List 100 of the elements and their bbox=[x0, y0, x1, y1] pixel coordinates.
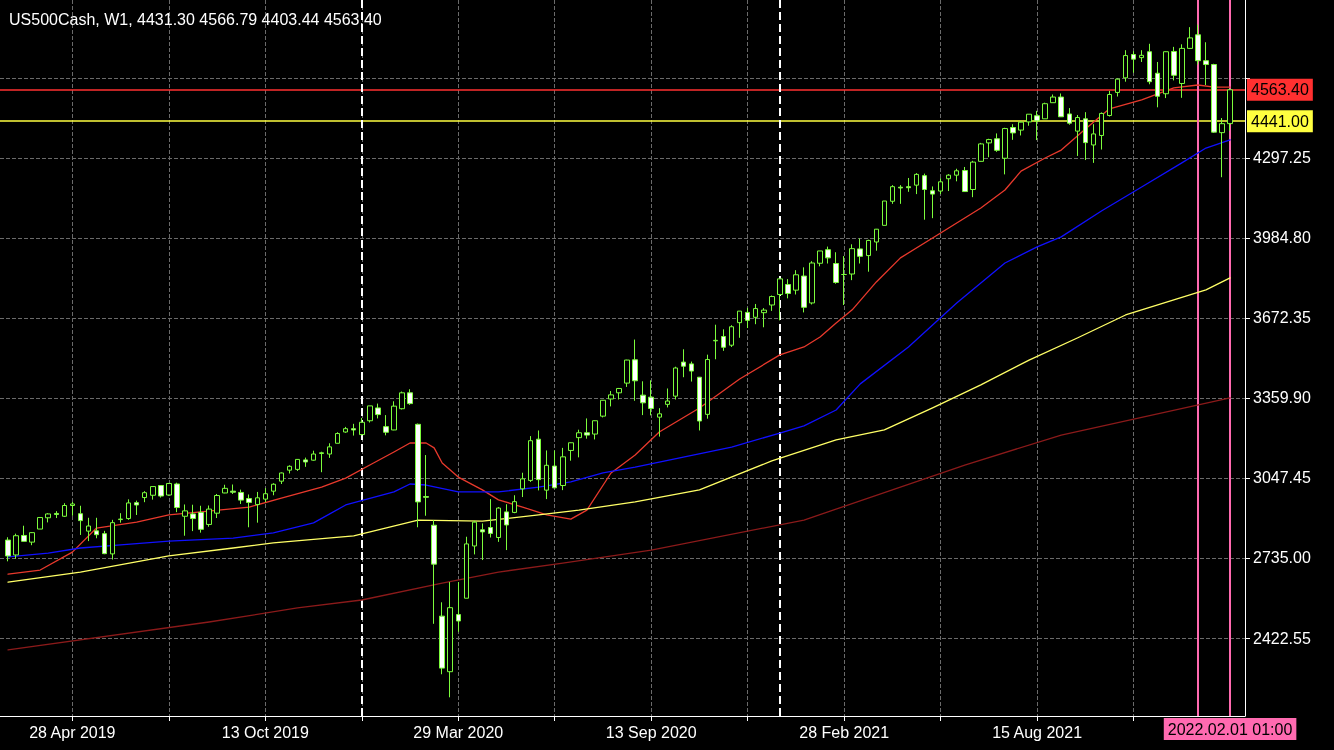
candlestick bbox=[206, 505, 212, 528]
y-tick-label: 2735.00 bbox=[1253, 549, 1311, 567]
candlestick bbox=[255, 491, 260, 524]
candlestick bbox=[624, 359, 630, 388]
candlestick bbox=[37, 517, 43, 530]
candlestick bbox=[1042, 102, 1048, 120]
candlestick bbox=[560, 447, 566, 491]
candlestick bbox=[849, 243, 855, 281]
candlestick bbox=[214, 493, 220, 519]
candlestick bbox=[640, 380, 646, 416]
candlestick bbox=[1091, 123, 1096, 164]
line-series bbox=[7, 277, 1231, 583]
y-tick-label: 3984.80 bbox=[1253, 229, 1311, 247]
candlestick bbox=[174, 482, 180, 513]
candlestick bbox=[1195, 24, 1201, 66]
candlestick bbox=[45, 512, 51, 523]
candlestick bbox=[456, 581, 461, 633]
candlestick bbox=[504, 503, 509, 551]
candlestick bbox=[230, 484, 236, 495]
candlestick bbox=[134, 500, 139, 516]
candlestick bbox=[62, 502, 67, 518]
candlestick bbox=[1163, 50, 1169, 99]
candlestick bbox=[777, 277, 783, 321]
ref-line-label: 4441.00 bbox=[1251, 112, 1309, 130]
candlestick bbox=[271, 482, 276, 496]
candlestick bbox=[536, 429, 541, 491]
candlestick bbox=[295, 458, 300, 472]
candlestick bbox=[857, 237, 863, 265]
candlestick bbox=[327, 442, 332, 459]
candlestick bbox=[158, 485, 164, 499]
candlestick bbox=[809, 260, 815, 305]
x-tick-label: 15 Aug 2021 bbox=[992, 723, 1083, 741]
candlestick bbox=[946, 173, 951, 192]
candlestick bbox=[1179, 43, 1185, 99]
candlestick bbox=[930, 185, 935, 219]
candlestick bbox=[287, 464, 292, 474]
candlestick bbox=[343, 426, 348, 434]
candlestick bbox=[472, 520, 477, 555]
candlestick bbox=[1018, 120, 1024, 136]
candlestick bbox=[689, 361, 694, 383]
y-tick-label: 2422.55 bbox=[1253, 629, 1311, 647]
candlestick bbox=[986, 138, 992, 158]
ref-line-label: 4563.40 bbox=[1251, 81, 1309, 99]
candlestick bbox=[512, 494, 517, 514]
candlestick bbox=[70, 501, 75, 517]
candlestick bbox=[608, 390, 614, 407]
candlestick bbox=[882, 200, 887, 226]
candlestick bbox=[415, 423, 421, 528]
candlestick bbox=[648, 379, 654, 416]
candlestick bbox=[1131, 50, 1136, 74]
candlestick bbox=[399, 391, 405, 410]
candlestick bbox=[1002, 127, 1008, 175]
candlestick bbox=[279, 471, 284, 485]
y-tick-label: 3359.90 bbox=[1253, 389, 1311, 407]
x-tick-label: 28 Feb 2021 bbox=[799, 723, 890, 741]
candlestick bbox=[78, 505, 83, 536]
candlestick bbox=[898, 184, 903, 205]
candlestick bbox=[970, 160, 976, 198]
candlestick bbox=[238, 489, 244, 505]
candlestick bbox=[311, 450, 316, 462]
candlestick bbox=[351, 423, 356, 437]
candlestick bbox=[801, 266, 807, 313]
candlestick bbox=[319, 451, 324, 473]
candlestick bbox=[978, 142, 984, 163]
candlestick bbox=[866, 239, 871, 273]
text: US500Cash, W1, 4431.30 4566.79 4403.44 4563.40 bbox=[9, 10, 382, 28]
candlestick bbox=[1075, 114, 1080, 157]
candlestick bbox=[94, 517, 99, 539]
candlestick bbox=[1083, 111, 1088, 161]
candlestick bbox=[407, 388, 413, 406]
candlestick bbox=[118, 512, 123, 524]
x-tick-label: 28 Apr 2019 bbox=[29, 723, 116, 741]
x-tick-label: 13 Sep 2020 bbox=[605, 723, 697, 741]
candlestick bbox=[1067, 107, 1072, 126]
candlestick bbox=[1203, 41, 1209, 86]
candlestick bbox=[1010, 123, 1016, 141]
candlestick bbox=[367, 405, 373, 424]
candlestick bbox=[632, 339, 638, 402]
candlestick bbox=[1139, 49, 1144, 63]
candlestick bbox=[825, 246, 831, 265]
candlestick bbox=[246, 493, 252, 528]
candlestick bbox=[142, 490, 147, 503]
candlestick bbox=[785, 278, 791, 299]
candlestick bbox=[198, 505, 204, 534]
candlestick bbox=[1099, 111, 1104, 151]
candlestick bbox=[1171, 46, 1177, 81]
candlestick bbox=[841, 255, 847, 306]
candlestick bbox=[616, 387, 622, 400]
candlestick bbox=[1115, 77, 1120, 98]
candlestick bbox=[335, 431, 340, 444]
candlestick bbox=[222, 484, 228, 494]
candlestick bbox=[665, 387, 670, 408]
candlestick bbox=[13, 533, 19, 560]
candlestick bbox=[833, 251, 839, 285]
candlestick bbox=[657, 407, 662, 438]
candlestick bbox=[962, 166, 968, 193]
candlestick bbox=[769, 295, 775, 312]
candlestick bbox=[150, 486, 156, 501]
candlestick bbox=[922, 173, 927, 221]
candlestick bbox=[576, 429, 582, 458]
